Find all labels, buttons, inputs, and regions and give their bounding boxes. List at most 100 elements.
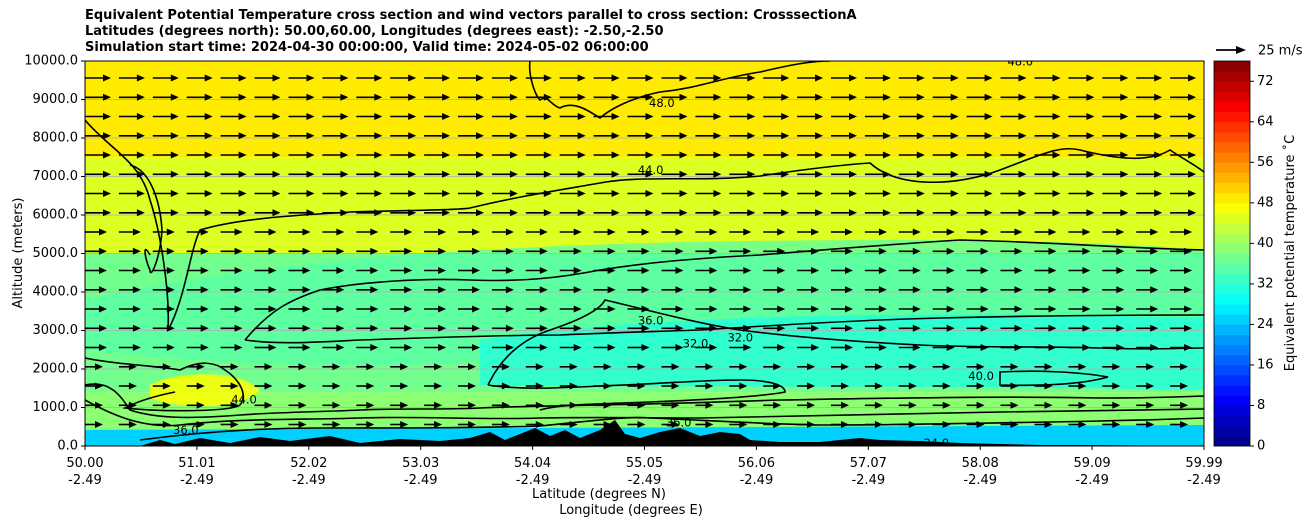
wind-vector-9 — [390, 74, 417, 82]
wind-vector-500 — [254, 363, 273, 371]
wind-vector-head — [1010, 363, 1019, 371]
wind-vector-615 — [797, 421, 816, 428]
wind-vector-304 — [322, 247, 345, 255]
wind-vector-head — [743, 324, 752, 332]
wind-vector-322 — [932, 247, 955, 255]
wind-vector-head — [916, 209, 925, 217]
wind-vector-518 — [864, 363, 883, 371]
wind-vector-head — [1018, 93, 1027, 101]
wind-vector-head — [1014, 286, 1023, 294]
wind-vector-230 — [1170, 190, 1197, 197]
wind-vector-head — [882, 74, 891, 82]
wind-vector-head — [946, 228, 955, 236]
wind-vector-119 — [763, 132, 790, 140]
wind-vector-head — [709, 305, 718, 313]
wind-vector-head — [472, 247, 480, 255]
wind-vector-60 — [1000, 93, 1027, 101]
wind-vector-56 — [864, 93, 891, 101]
wind-vector-head — [878, 286, 887, 294]
wind-vector-head — [611, 190, 620, 197]
wind-vector-105 — [288, 132, 315, 140]
wind-vector-head — [577, 190, 586, 197]
wind-vector-head — [543, 151, 552, 159]
wind-vector-22 — [831, 74, 857, 82]
wind-vector-297 — [85, 247, 107, 255]
wind-vector-head — [1052, 93, 1061, 101]
wind-vector-head — [306, 170, 315, 178]
wind-vector-head — [234, 228, 243, 236]
wind-vector-head — [1188, 209, 1197, 217]
wind-vector-head — [501, 401, 510, 409]
wind-vector-109 — [424, 132, 451, 140]
wind-vector-359 — [1068, 267, 1091, 274]
wind-vector-28 — [1034, 74, 1061, 82]
colorbar-segment-1 — [1214, 425, 1250, 437]
wind-vector-head — [1018, 74, 1027, 82]
wind-vector-head — [815, 190, 824, 197]
wind-vector-head — [238, 113, 247, 120]
wind-vector-200 — [152, 190, 179, 197]
wind-vector-head — [912, 286, 921, 294]
wind-vector-370 — [322, 286, 345, 294]
wind-vector-50 — [661, 93, 688, 101]
wind-vector-582 — [797, 401, 816, 409]
wind-vector-371 — [356, 286, 379, 294]
wind-vector-82 — [627, 113, 654, 120]
wind-vector-head — [912, 344, 921, 351]
wind-vector-418 — [831, 305, 853, 313]
wind-vector-head — [1082, 324, 1091, 332]
wind-vector-514 — [729, 363, 748, 371]
wind-vector-132 — [85, 151, 111, 159]
x-tick-lon-1: -2.49 — [180, 473, 214, 488]
colorbar-tick-label-4: 32 — [1257, 276, 1274, 291]
wind-vector-403 — [322, 305, 345, 313]
wind-vector-165 — [85, 170, 111, 178]
wind-vector-head — [980, 247, 989, 255]
wind-vector-head — [849, 132, 857, 140]
wind-vector-431 — [152, 324, 175, 332]
wind-vector-462 — [85, 344, 107, 351]
wind-vector-head — [238, 132, 247, 140]
wind-vector-591 — [1102, 401, 1121, 409]
wind-vector-head — [234, 324, 243, 332]
colorbar-tick-label-9: 72 — [1257, 74, 1274, 89]
wind-vector-375 — [491, 286, 514, 294]
wind-vector-head — [272, 113, 281, 120]
wind-vector-546 — [695, 382, 714, 390]
wind-vector-head — [136, 74, 145, 82]
terrain-profile — [140, 420, 1204, 446]
colorbar-segment-13 — [1214, 304, 1250, 315]
wind-vector-head — [950, 190, 959, 197]
gridlines — [85, 61, 1204, 446]
wind-vector-head — [912, 267, 921, 274]
wind-vector-head — [170, 74, 179, 82]
wind-vector-364 — [118, 286, 141, 294]
wind-vector-286 — [831, 228, 853, 236]
wind-vector-head — [1120, 209, 1129, 217]
wind-vector-head — [1116, 344, 1125, 351]
wind-vector-425 — [1068, 305, 1091, 313]
wind-vector-588 — [1000, 401, 1019, 409]
wind-vector-395 — [1170, 286, 1193, 294]
wind-vector-head — [916, 190, 925, 197]
wind-vector-345 — [593, 267, 616, 274]
wind-vector-411 — [593, 305, 616, 313]
wind-vector-124 — [932, 132, 959, 140]
wind-vector-head — [268, 247, 277, 255]
wind-vector-205 — [322, 190, 349, 197]
wind-vector-438 — [390, 324, 413, 332]
wind-vector-head — [1086, 170, 1095, 178]
wind-vector-602 — [356, 421, 375, 428]
wind-vector-head — [539, 228, 548, 236]
wind-vector-head — [472, 305, 480, 313]
wind-vector-head — [679, 190, 688, 197]
wind-vector-214 — [627, 190, 654, 197]
wind-vector-326 — [1068, 247, 1091, 255]
y-axis-label: Altitude (meters) — [11, 198, 26, 309]
wind-vector-225 — [1000, 190, 1027, 197]
wind-vector-head — [505, 228, 514, 236]
wind-vector-head — [713, 170, 722, 178]
wind-vector-head — [713, 190, 722, 197]
x-tick-lon-5: -2.49 — [628, 473, 662, 488]
wind-vector-471 — [390, 344, 413, 351]
